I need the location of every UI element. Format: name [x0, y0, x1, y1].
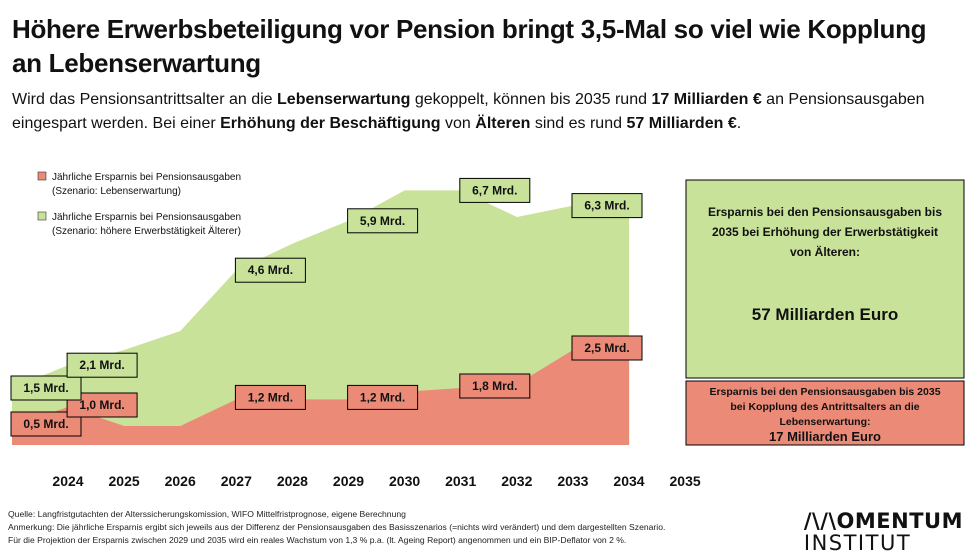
x-tick-label: 2026	[165, 473, 196, 489]
summary-red-text: Ersparnis bei den Pensionsausgaben bis 2…	[709, 386, 940, 398]
data-label-box	[66, 392, 138, 418]
subtitle-highlight: 17 Milliarden €	[651, 91, 762, 108]
data-label: 2,1 Mrd.	[79, 358, 124, 372]
data-label-box	[234, 257, 306, 283]
summary-red-text: Lebenserwartung:	[779, 416, 870, 428]
summary-red-total: 17 Milliarden Euro	[769, 429, 881, 444]
data-label-box	[459, 373, 531, 399]
summary-box-green	[685, 179, 965, 379]
annotation-note: Anmerkung: Die jährliche Ersparnis ergib…	[8, 522, 666, 532]
x-tick-label: 2033	[557, 473, 588, 489]
area-chart: 0,5 Mrd. 1,0 Mrd. 1,2 Mrd. 1,2 Mrd. 1,8 Mrd.…	[10, 171, 965, 489]
data-label: 1,5 Mrd.	[23, 381, 68, 395]
x-tick-label: 2031	[445, 473, 476, 489]
legend-sublabel: (Szenario: höhere Erwerbstätigkeit Älter…	[52, 225, 241, 237]
data-label: 1,2 Mrd.	[248, 390, 293, 404]
data-label: 1,0 Mrd.	[79, 398, 124, 412]
summary-green-text: von Älteren:	[790, 244, 860, 259]
x-tick-label: 2025	[109, 473, 140, 489]
x-tick-label: 2028	[277, 473, 308, 489]
legend-label: Jährliche Ersparnis bei Pensionsausgaben	[52, 212, 241, 223]
data-label: 2,5 Mrd.	[584, 341, 629, 355]
logo-line-2: INSTITUT	[803, 531, 912, 555]
summary-box-red	[685, 380, 965, 446]
source-note: Quelle: Langfristgutachten der Alterssic…	[8, 509, 406, 519]
data-label: 6,7 Mrd.	[472, 183, 517, 197]
data-label-box	[347, 208, 419, 234]
data-label: 1,8 Mrd.	[472, 379, 517, 393]
x-tick-label: 2029	[333, 473, 364, 489]
projection-note: Für die Projektion der Ersparnis zwische…	[8, 535, 627, 545]
data-label-box	[10, 375, 82, 401]
data-label: 1,2 Mrd.	[360, 390, 405, 404]
subtitle-highlight: 57 Milliarden €	[626, 115, 737, 132]
data-label-box	[234, 384, 306, 410]
subtitle-text: sind es rund	[530, 115, 627, 132]
page-title: Höhere Erwerbsbeteiligung vor Pension br…	[12, 14, 927, 78]
data-label-box	[66, 352, 138, 378]
data-label: 5,9 Mrd.	[360, 214, 405, 228]
subtitle-text: gekoppelt, können bis 2035 rund	[410, 91, 652, 108]
data-label: 6,3 Mrd.	[584, 199, 629, 213]
subtitle-text: an Pensionsausgaben eingespart werden. B…	[12, 91, 925, 132]
subtitle-highlight: Erhöhung der Beschäftigung	[220, 115, 441, 132]
subtitle-text: Wird das Pensionsantrittsalter an die	[12, 91, 278, 108]
x-tick-label: 2035	[670, 473, 701, 489]
summary-green-total: 57 Milliarden Euro	[752, 305, 898, 324]
x-tick-label: 2027	[221, 473, 252, 489]
summary-green-text: 2035 bei Erhöhung der Erwerbstätigkeit	[712, 225, 938, 239]
data-label-box	[347, 384, 419, 410]
summary-green-text: Ersparnis bei den Pensionsausgaben bis	[708, 205, 942, 219]
momentum-institut-logo: /\/\OMENTUM INSTITUT	[804, 510, 963, 554]
logo-line-1: /\/\OMENTUM	[803, 509, 963, 533]
page-subtitle: Wird das Pensionsantrittsalter an die Le…	[12, 88, 962, 136]
data-label: 4,6 Mrd.	[248, 263, 293, 277]
legend-label: Jährliche Ersparnis bei Pensionsausgaben	[52, 172, 241, 183]
subtitle-highlight: Älteren	[475, 115, 531, 132]
summary-red-text: bei Kopplung des Antrittsalters an die	[730, 401, 919, 413]
x-tick-label: 2030	[389, 473, 420, 489]
data-label-box	[571, 193, 643, 219]
x-tick-label: 2024	[52, 473, 83, 489]
data-label-box	[459, 177, 531, 203]
subtitle-text: .	[736, 115, 742, 132]
data-label-box	[571, 335, 643, 361]
legend-swatch	[37, 171, 47, 181]
data-label: 0,5 Mrd.	[23, 417, 68, 431]
x-tick-label: 2034	[613, 473, 644, 489]
legend-sublabel: (Szenario: Lebenserwartung)	[52, 186, 181, 197]
legend-swatch	[37, 211, 47, 221]
series-area-0	[12, 350, 630, 445]
subtitle-highlight: Lebenserwartung	[277, 91, 411, 108]
footnotes: Quelle: Langfristgutachten der Alterssic…	[8, 508, 788, 547]
x-tick-label: 2032	[501, 473, 532, 489]
subtitle-text: von	[440, 115, 476, 132]
